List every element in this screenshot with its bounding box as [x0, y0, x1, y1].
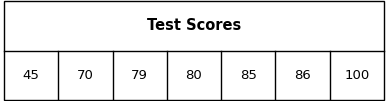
Text: 79: 79 — [131, 69, 148, 82]
Text: 70: 70 — [77, 69, 94, 82]
Text: 86: 86 — [294, 69, 311, 82]
Text: 85: 85 — [240, 69, 257, 82]
Text: 100: 100 — [344, 69, 370, 82]
Text: Test Scores: Test Scores — [147, 18, 241, 33]
Text: 80: 80 — [185, 69, 203, 82]
Text: 45: 45 — [23, 69, 40, 82]
